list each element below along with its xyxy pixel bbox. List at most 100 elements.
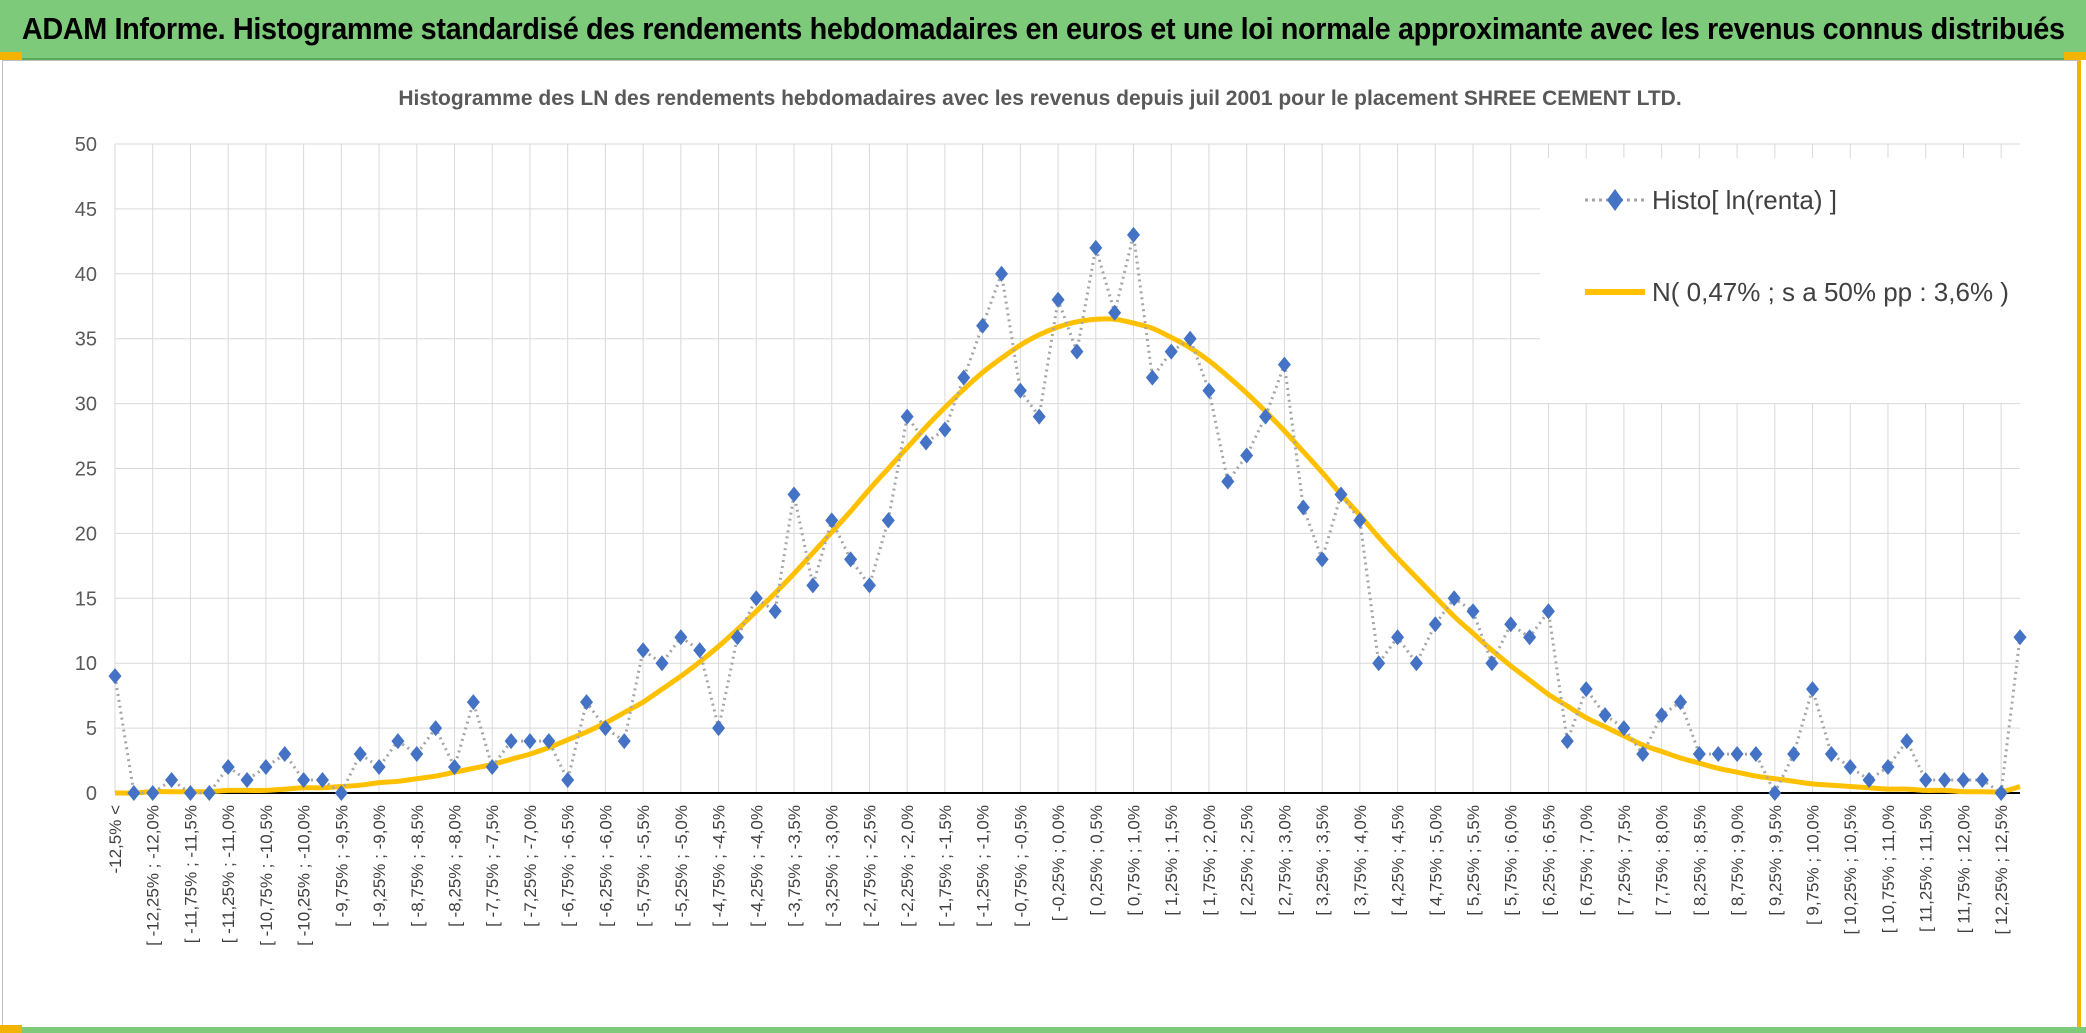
- x-tick-label: [ -0,75% ; -0,5%: [1011, 805, 1030, 927]
- x-tick-label: [ 8,75% ; 9,0%: [1728, 805, 1747, 916]
- x-tick-label: [ 3,75% ; 4,0%: [1351, 805, 1370, 916]
- x-tick-label: [ -12,25% ; -12,0%: [144, 805, 163, 946]
- y-tick-label: 10: [75, 653, 97, 675]
- x-tick-label: [ -5,75% ; -5,5%: [634, 805, 653, 927]
- histo-point: [1655, 707, 1669, 724]
- histo-point: [1900, 733, 1914, 750]
- histo-point: [1089, 239, 1103, 256]
- histo-point: [278, 746, 292, 763]
- histo-point: [448, 759, 462, 776]
- histo-point: [1221, 473, 1235, 490]
- x-tick-label: [ -1,25% ; -1,0%: [974, 805, 993, 927]
- histo-point: [1013, 382, 1027, 399]
- histo-point: [1938, 772, 1952, 789]
- y-tick-label: 40: [75, 264, 97, 286]
- x-tick-label: [ 4,25% ; 4,5%: [1389, 805, 1408, 916]
- x-tick-label: [ 6,25% ; 6,5%: [1539, 805, 1558, 916]
- x-tick-label: [ -0,25% ; 0,0%: [1049, 805, 1068, 921]
- histo-point: [221, 759, 235, 776]
- histo-point: [1127, 226, 1141, 243]
- frame-bottom-band: [0, 1027, 2086, 1033]
- histo-point: [1692, 746, 1706, 763]
- histo-point: [1824, 746, 1838, 763]
- histo-point: [410, 746, 424, 763]
- x-tick-label: [ -3,75% ; -3,5%: [785, 805, 804, 927]
- histo-point: [1598, 707, 1612, 724]
- histo-point: [372, 759, 386, 776]
- histo-point: [617, 733, 631, 750]
- histo-point: [636, 642, 650, 659]
- legend-histo-label: Histo[ ln(renta) ]: [1652, 185, 1837, 215]
- histo-point: [259, 759, 273, 776]
- histo-point: [1541, 603, 1555, 620]
- histo-point: [1579, 681, 1593, 698]
- histo-point: [957, 369, 971, 386]
- legend-histo-marker: [1607, 189, 1623, 211]
- y-tick-label: 0: [86, 783, 97, 805]
- histo-point: [466, 694, 480, 711]
- x-axis-ticks: -12,5% < [ -12,25% ; -12,0% [ -11,75% ; -1…: [106, 805, 2011, 946]
- histo-point: [768, 603, 782, 620]
- x-tick-label: [ -3,25% ; -3,0%: [823, 805, 842, 927]
- x-tick-label: [ 9,25% ; 9,5%: [1766, 805, 1785, 916]
- histo-point: [919, 434, 933, 451]
- histo-point: [391, 733, 405, 750]
- histo-point: [1466, 603, 1480, 620]
- histo-point: [1843, 759, 1857, 776]
- y-tick-label: 5: [86, 718, 97, 740]
- x-tick-label: -12,5% <: [106, 805, 125, 874]
- histo-point: [1428, 616, 1442, 633]
- x-tick-label: [ 3,25% ; 3,5%: [1313, 805, 1332, 916]
- x-tick-label: [ -7,25% ; -7,0%: [521, 805, 540, 927]
- histo-point: [994, 265, 1008, 282]
- y-tick-label: 15: [75, 588, 97, 610]
- x-tick-label: [ -10,25% ; -10,0%: [295, 805, 314, 946]
- histo-markers: [108, 226, 2027, 801]
- histo-point: [485, 759, 499, 776]
- histo-point: [561, 772, 575, 789]
- histo-point: [2013, 629, 2027, 646]
- y-tick-label: 45: [75, 199, 97, 221]
- x-tick-label: [ 1,25% ; 1,5%: [1162, 805, 1181, 916]
- histo-point: [598, 720, 612, 737]
- histo-point: [183, 785, 197, 801]
- histo-point: [202, 785, 216, 801]
- x-tick-label: [ -8,25% ; -8,0%: [446, 805, 465, 927]
- histo-point: [1447, 590, 1461, 607]
- histo-point: [1956, 772, 1970, 789]
- histo-point: [1070, 343, 1084, 360]
- x-tick-label: [ -4,25% ; -4,0%: [747, 805, 766, 927]
- corner-accent-left: [0, 52, 22, 60]
- histo-point: [1975, 772, 1989, 789]
- histo-point: [976, 317, 990, 334]
- x-tick-label: [ -9,25% ; -9,0%: [370, 805, 389, 927]
- histo-point: [542, 733, 556, 750]
- histo-point: [749, 590, 763, 607]
- histo-point: [1919, 772, 1933, 789]
- histo-point: [429, 720, 443, 737]
- histo-point: [1787, 746, 1801, 763]
- y-tick-label: 25: [75, 459, 97, 481]
- histo-point: [240, 772, 254, 789]
- histo-point: [1145, 369, 1159, 386]
- histo-point: [1673, 694, 1687, 711]
- chart-title: Histogramme des LN des rendements hebdom…: [398, 87, 1681, 110]
- x-tick-label: [ -6,75% ; -6,5%: [559, 805, 578, 927]
- histo-point: [1504, 616, 1518, 633]
- histo-point: [712, 720, 726, 737]
- x-tick-label: [ 10,25% ; 10,5%: [1841, 805, 1860, 934]
- histo-point: [806, 577, 820, 594]
- histo-point: [1485, 655, 1499, 672]
- x-tick-label: [ 8,25% ; 8,5%: [1690, 805, 1709, 916]
- histo-point: [787, 486, 801, 503]
- y-tick-label: 35: [75, 329, 97, 351]
- histo-point: [1032, 408, 1046, 425]
- x-tick-label: [ 10,75% ; 11,0%: [1879, 805, 1898, 933]
- x-tick-label: [ 7,25% ; 7,5%: [1615, 805, 1634, 916]
- histo-point: [1523, 629, 1537, 646]
- report-title: ADAM Informe. Histogramme standardisé de…: [21, 11, 2065, 46]
- x-tick-label: [ -11,25% ; -11,0%: [219, 805, 238, 943]
- histo-point: [1372, 655, 1386, 672]
- x-tick-label: [ -2,75% ; -2,5%: [860, 805, 879, 927]
- histogram-chart: Histogramme des LN des rendements hebdom…: [75, 87, 2027, 946]
